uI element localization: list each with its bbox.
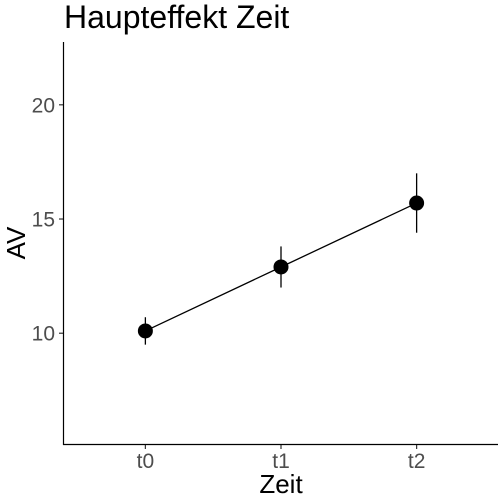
- data-point: [137, 323, 153, 339]
- chart-title: Haupteffekt Zeit: [64, 0, 289, 35]
- x-axis-ticks: t0 t1 t2: [137, 444, 426, 473]
- y-axis-ticks: 10 15 20: [32, 94, 64, 346]
- x-axis-label: Zeit: [259, 469, 303, 499]
- x-tick-label: t2: [408, 450, 426, 473]
- x-tick-label: t0: [137, 450, 155, 473]
- y-axis-label: AV: [1, 226, 31, 259]
- y-tick-label: 20: [32, 94, 55, 117]
- data-point: [409, 195, 425, 211]
- plot-marks: [137, 173, 425, 345]
- x-tick-label: t1: [272, 450, 290, 473]
- y-tick-label: 15: [32, 209, 55, 232]
- data-point: [273, 259, 289, 275]
- y-tick-label: 10: [32, 323, 55, 346]
